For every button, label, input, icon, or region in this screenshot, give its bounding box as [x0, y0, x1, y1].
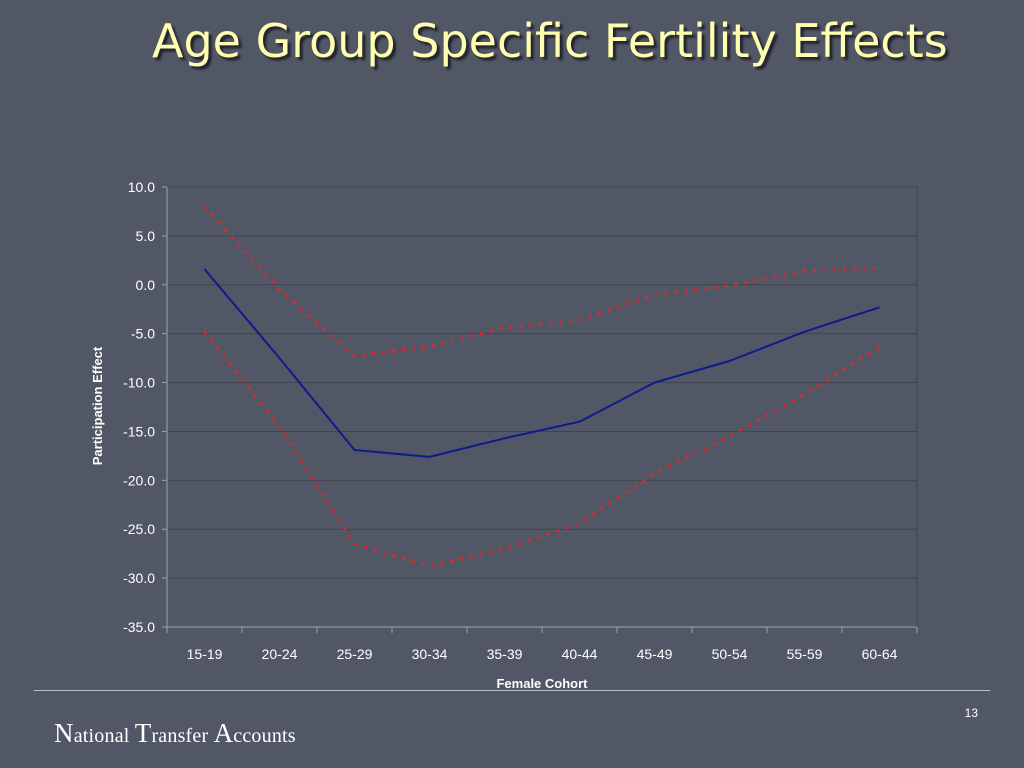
tick-labels: 10.0 5.0 0.0 -5.0 -10.0 -15.0 -20.0 -25.0 -30.0 -… — [123, 179, 898, 662]
x-tick-label: 25-29 — [337, 646, 373, 662]
y-tick-label: -30.0 — [123, 570, 155, 586]
org-word-1: National — [54, 718, 135, 748]
x-tick-label: 50-54 — [712, 646, 748, 662]
y-tick-label: 0.0 — [136, 277, 156, 293]
y-tick-label: -10.0 — [123, 375, 155, 391]
gridlines — [167, 186, 917, 579]
footer-divider — [34, 690, 990, 691]
y-tick-label: 10.0 — [128, 179, 155, 195]
y-tick-label: 5.0 — [136, 228, 156, 244]
dotted-series-line-0 — [203, 205, 880, 358]
x-tick-label: 30-34 — [412, 646, 448, 662]
page-number: 13 — [964, 706, 978, 720]
series-lines — [203, 205, 881, 568]
dotted-series-line-2 — [203, 330, 881, 568]
axes — [162, 186, 918, 633]
x-tick-label: 15-19 — [187, 646, 223, 662]
y-tick-label: -15.0 — [123, 423, 155, 439]
x-tick-label: 45-49 — [637, 646, 673, 662]
y-tick-label: -25.0 — [123, 521, 155, 537]
y-tick-label: -20.0 — [123, 472, 155, 488]
x-tick-label: 40-44 — [562, 646, 598, 662]
y-tick-label: -5.0 — [131, 326, 155, 342]
y-tick-label: -35.0 — [123, 619, 155, 635]
x-tick-label: 55-59 — [787, 646, 823, 662]
y-axis-title: Participation Effect — [90, 346, 105, 465]
slide-title: Age Group Specific Fertility Effects — [152, 14, 948, 68]
x-tick-label: 35-39 — [487, 646, 523, 662]
footer-org-name: National Transfer Accounts — [54, 718, 296, 749]
org-word-2: Transfer — [134, 718, 214, 748]
x-axis-title: Female Cohort — [496, 676, 588, 691]
solid-series-line-1 — [203, 268, 880, 458]
org-word-3: Accounts — [213, 718, 296, 748]
x-tick-label: 60-64 — [862, 646, 898, 662]
x-tick-label: 20-24 — [262, 646, 298, 662]
